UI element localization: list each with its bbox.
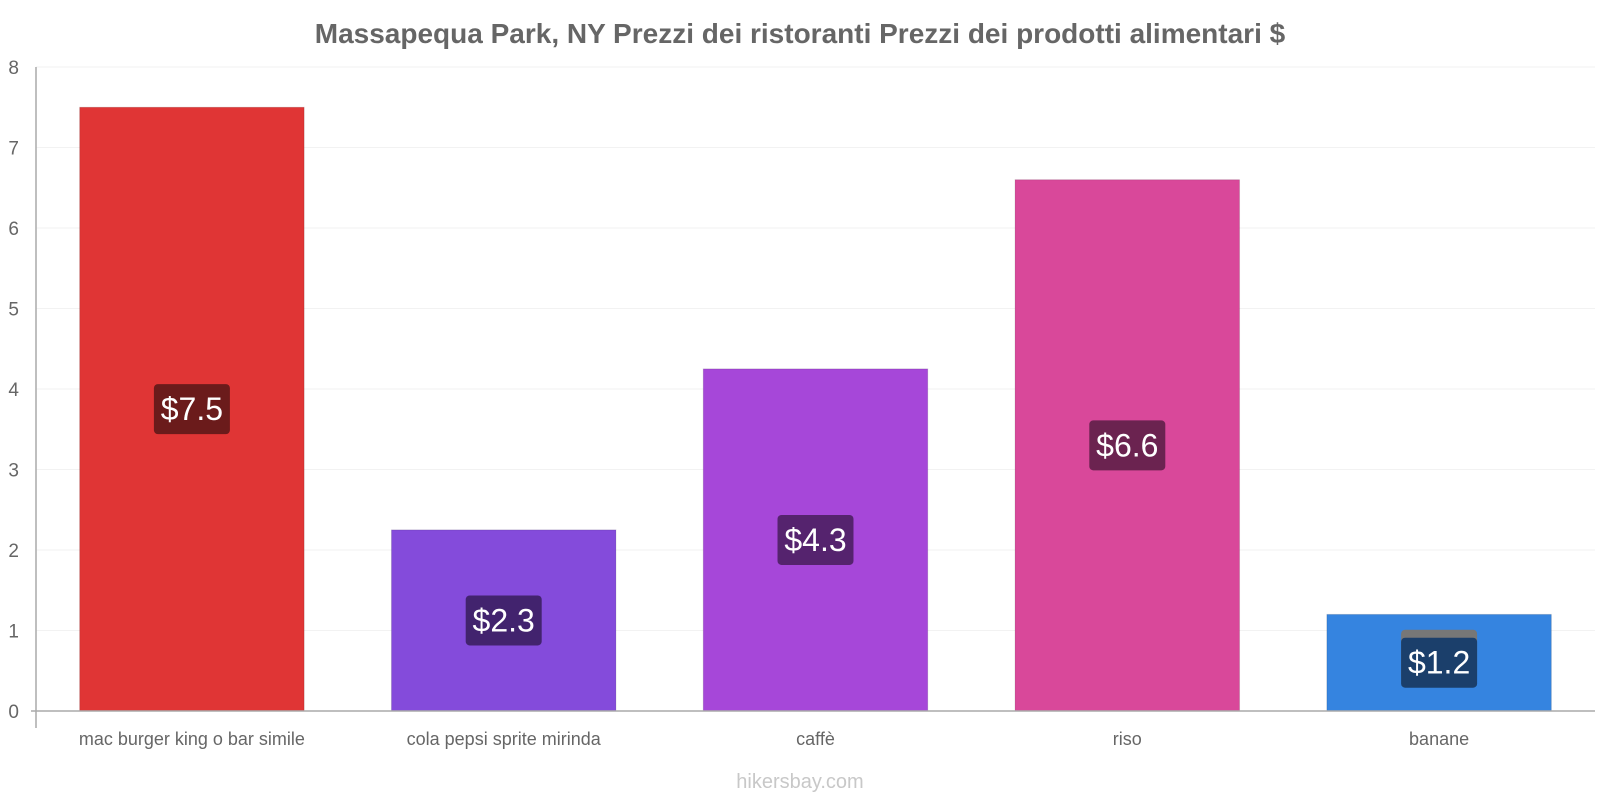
y-tick-label: 4 [8,380,19,401]
y-tick-label: 7 [8,139,19,160]
x-category-label: caffè [796,729,835,749]
y-tick-label: 1 [8,622,19,643]
data-label-badge [153,384,230,435]
y-tick-label: 5 [8,300,19,321]
x-category-label: cola pepsi sprite mirinda [407,729,602,749]
axes: 0 1 2 3 4 5 6 7 8 mac burger king o bar simile col… [8,58,1595,749]
data-label-badge [777,514,854,565]
chart-title: Massapequa Park, NY Prezzi dei ristorant… [315,18,1286,49]
data-label: $4.3 [784,522,846,558]
data-label-badge [1401,637,1478,688]
x-category-label: riso [1113,729,1142,749]
y-tick-label: 8 [8,58,19,79]
x-category-label: mac burger king o bar simile [79,729,305,749]
x-category-label: banane [1409,729,1469,749]
y-tick-label: 6 [8,219,19,240]
data-label: $2.3 [473,602,535,638]
data-label-badge [465,595,542,646]
y-tick-label: 2 [8,541,19,562]
data-labels: $7.5 $2.3 $4.3 $6.6 $1.2 [153,384,1478,688]
data-label-badge [1089,420,1166,471]
bars [79,106,1552,712]
data-label: $7.5 [161,391,223,427]
y-tick-label: 3 [8,461,19,482]
data-label: $1.2 [1408,645,1470,681]
footer-credit[interactable]: hikersbay.com [736,771,863,793]
y-tick-label: 0 [8,702,19,723]
data-label: $6.6 [1096,427,1158,463]
